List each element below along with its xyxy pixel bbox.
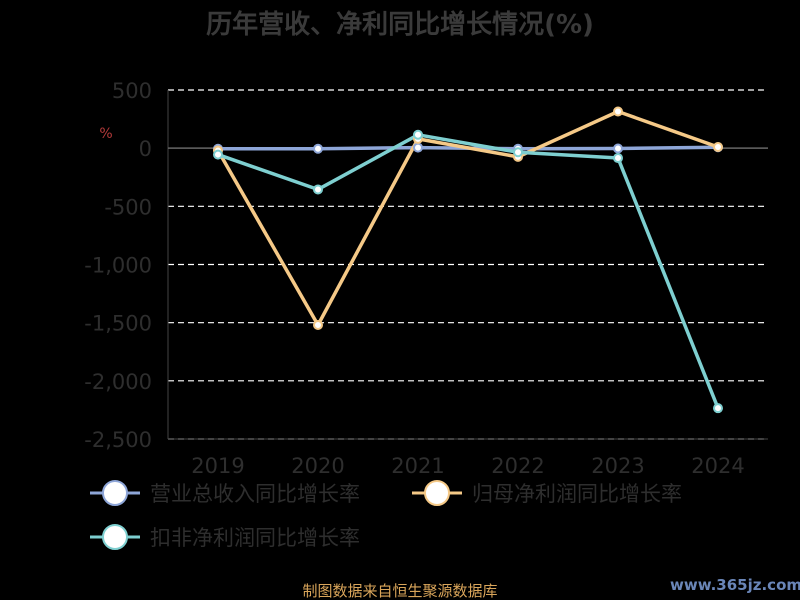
x-tick-label: 2020 xyxy=(291,454,344,478)
x-tick-label: 2019 xyxy=(191,454,244,478)
watermark-text: www.365jz.com xyxy=(670,576,800,594)
legend-label: 归母净利润同比增长率 xyxy=(472,482,682,506)
legend-item-2[interactable]: 归母净利润同比增长率 xyxy=(412,480,682,506)
data-point[interactable] xyxy=(413,129,423,140)
y-tick-label: -2,000 xyxy=(84,370,152,394)
data-point[interactable] xyxy=(313,184,323,195)
y-tick-label: -500 xyxy=(104,195,152,219)
x-tick-label: 2023 xyxy=(591,454,644,478)
y-tick-label: 500 xyxy=(112,79,152,103)
y-axis-unit: % xyxy=(99,126,112,142)
data-point[interactable] xyxy=(613,106,623,117)
x-tick-label: 2022 xyxy=(491,454,544,478)
data-point[interactable] xyxy=(513,147,523,158)
legend-marker xyxy=(102,524,128,550)
y-tick-label: -2,500 xyxy=(84,428,152,452)
data-point[interactable] xyxy=(313,143,323,154)
data-point[interactable] xyxy=(213,149,223,160)
x-tick-label: 2024 xyxy=(691,454,744,478)
legend-marker xyxy=(424,480,450,506)
series-line-3 xyxy=(217,133,720,409)
data-point[interactable] xyxy=(613,153,623,164)
y-tick-label: 0 xyxy=(139,137,152,161)
data-point[interactable] xyxy=(713,403,723,414)
series-group xyxy=(213,106,723,414)
x-tick-labels: 2019 2020 2021 2022 2023 2024 xyxy=(191,454,744,478)
data-source-note: 制图数据来自恒生聚源数据库 xyxy=(302,582,497,600)
legend-item-3[interactable]: 扣非净利润同比增长率 xyxy=(90,524,360,550)
y-tick-label: -1,000 xyxy=(84,254,152,278)
data-point[interactable] xyxy=(713,142,723,153)
data-point[interactable] xyxy=(313,319,323,330)
chart-title: 历年营收、净利同比增长情况(%) xyxy=(206,9,594,40)
y-tick-labels: 500 0 -500 -1,000 -1,500 -2,000 -2,500 xyxy=(84,79,152,452)
series-line-2 xyxy=(216,109,719,327)
x-tick-label: 2021 xyxy=(391,454,444,478)
data-point[interactable] xyxy=(413,142,423,153)
legend-item-1[interactable]: 营业总收入同比增长率 xyxy=(90,480,360,506)
y-tick-label: -1,500 xyxy=(84,312,152,336)
legend-label: 营业总收入同比增长率 xyxy=(150,482,360,506)
legend-label: 扣非净利润同比增长率 xyxy=(150,526,360,550)
data-point[interactable] xyxy=(613,143,623,154)
legend-marker xyxy=(102,480,128,506)
